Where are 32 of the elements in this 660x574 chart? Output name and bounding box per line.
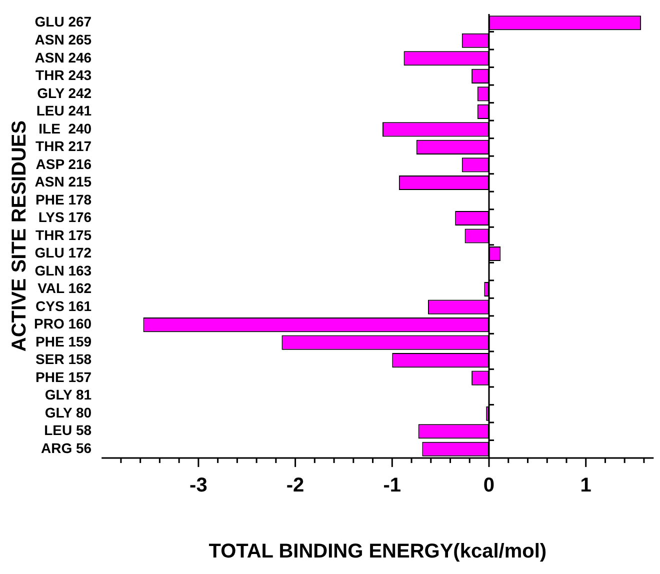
x-axis-title: TOTAL BINDING ENERGY(kcal/mol): [208, 540, 547, 563]
y-tick-label: VAL 162: [38, 280, 92, 296]
y-axis-title: ACTIVE SITE RESIDUES: [8, 120, 31, 352]
y-tick-label: GLY 80: [44, 404, 92, 420]
y-tick-label: ILE 240: [38, 120, 92, 136]
y-tick-label: PHE 157: [36, 368, 92, 385]
y-tick-label: CYS 161: [36, 298, 92, 314]
y-tick-label: LYS 176: [38, 209, 92, 226]
y-tick-label: LEU 58: [44, 422, 92, 438]
y-tick-label: ASN 246: [34, 49, 92, 66]
x-tick-label: 1: [580, 474, 592, 497]
x-tick-label: -1: [383, 474, 402, 497]
y-tick-label: LEU 241: [36, 102, 92, 119]
y-tick-label: GLU 172: [34, 244, 92, 261]
y-tick-label: THR 217: [36, 138, 92, 154]
y-tick-label: THR 243: [36, 67, 92, 84]
y-tick-label: PHE 159: [36, 333, 92, 350]
y-tick-label: ASP 216: [36, 156, 92, 172]
y-tick-label: PHE 178: [36, 191, 92, 208]
y-tick-label: GLU 267: [34, 14, 92, 30]
y-tick-label: ASN 265: [34, 32, 92, 48]
x-tick-label: -2: [286, 474, 304, 497]
y-tick-label: GLY 81: [44, 386, 92, 403]
y-tick-label: SER 158: [36, 351, 92, 368]
y-tick-label: GLN 163: [34, 262, 92, 278]
y-tick-label: THR 175: [36, 226, 92, 243]
y-tick-label: ARG 56: [41, 440, 92, 456]
y-tick-label: GLY 242: [37, 84, 92, 101]
x-tick-label: 0: [483, 474, 495, 497]
x-tick-label: -3: [190, 474, 208, 497]
y-tick-label: ASN 215: [34, 174, 92, 190]
y-tick-label: PRO 160: [34, 316, 92, 332]
